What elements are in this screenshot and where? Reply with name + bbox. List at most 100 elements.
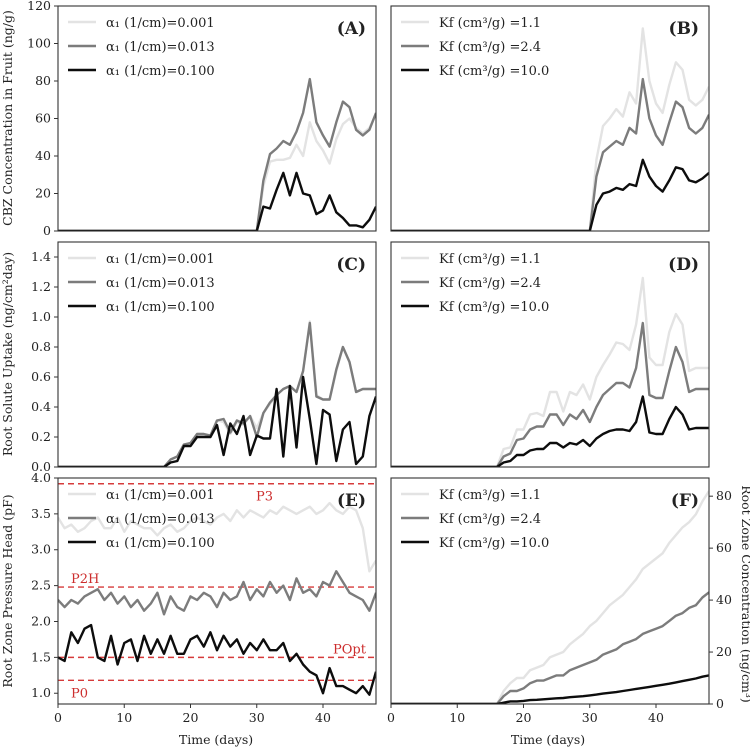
plot-frame [390, 477, 710, 705]
y-tick-label: 1.5 [31, 649, 51, 664]
legend-label-2: α₁ (1/cm)=0.013 [106, 40, 215, 55]
y-tick-label: 80 [35, 73, 51, 88]
x-tick-label: 40 [315, 710, 331, 725]
legend-label-3: Kf (cm³/g) =10.0 [439, 300, 549, 315]
reference-label-popt: POpt [333, 642, 367, 657]
x-label-left: Time (days) [179, 732, 253, 747]
legend-label-2: Kf (cm³/g) =2.4 [439, 512, 541, 527]
y-tick-label: 2.0 [31, 613, 51, 628]
y-tick-label: 20 [35, 186, 51, 201]
y-tick-label: 0.8 [31, 339, 51, 354]
y-tick-label: 3.0 [31, 542, 51, 557]
series-line-2 [391, 591, 709, 704]
y-tick-label: 1.4 [31, 249, 51, 264]
y-label-row3-right: Root Zone Concentration (ng/cm³) [739, 485, 750, 703]
y-tick-label: 0.4 [31, 399, 51, 414]
x-tick-label: 0 [54, 710, 62, 725]
legend-label-2: α₁ (1/cm)=0.013 [106, 512, 215, 527]
panel-c: 0.0 0.2 0.4 0.6 0.8 1.0 1.2 1.4 (C) α₁ (1/cm)=0.0… [31, 241, 377, 474]
y-tick-label: 120 [27, 0, 51, 13]
series-line-2 [58, 570, 376, 616]
legend-label-1: Kf (cm³/g) =1.1 [439, 16, 541, 31]
x-tick-label: 10 [449, 710, 465, 725]
series-line-2 [391, 77, 709, 231]
series-line-3 [58, 375, 376, 467]
panel-d: (D) Kf (cm³/g) =1.1 Kf (cm³/g) =2.4 Kf (cm³… [390, 241, 710, 468]
x-tick-label: 0 [387, 710, 395, 725]
series-line-2 [58, 77, 376, 231]
y-label-row1: CBZ Concentration in Fruit (ng/g) [0, 10, 15, 226]
series-line-3 [391, 395, 709, 467]
y-tick-label: 1.0 [31, 309, 51, 324]
y-tick-label: 1.0 [31, 685, 51, 700]
series-line-2 [391, 321, 709, 467]
x-tick-label: 30 [249, 710, 265, 725]
x-tick-label: 20 [183, 710, 199, 725]
panel-label: (D) [668, 255, 699, 275]
series-line-1 [58, 501, 376, 573]
reference-label-p0: P0 [71, 686, 88, 701]
panel-label: (C) [336, 255, 366, 275]
series-line-1 [391, 27, 709, 231]
reference-label-p3: P3 [256, 490, 273, 505]
x-tick-label: 20 [516, 710, 532, 725]
legend-label-3: Kf (cm³/g) =10.0 [439, 64, 549, 79]
y-tick-label: 60 [716, 540, 732, 555]
plot-frame [57, 477, 377, 705]
series-line-1 [391, 276, 709, 467]
panel-label: (E) [337, 491, 366, 511]
panel-label: (A) [337, 19, 366, 39]
y-tick-label: 40 [35, 148, 51, 163]
x-tick-label: 40 [648, 710, 664, 725]
y-label-row3-left: Root Zone Pressure Head (pF) [0, 494, 15, 687]
panel-e: P3 P2H POpt P0 1.0 1.5 2.0 2.5 3.0 3.5 4.0 0 10 20 30 4… [31, 470, 377, 725]
legend-label-2: α₁ (1/cm)=0.013 [106, 276, 215, 291]
series-line-1 [391, 490, 709, 704]
y-tick-label: 2.5 [31, 578, 51, 593]
plot-frame [390, 241, 710, 468]
legend-label-1: α₁ (1/cm)=0.001 [106, 252, 215, 267]
y-tick-label: 0 [43, 223, 51, 238]
legend-label-3: α₁ (1/cm)=0.100 [106, 300, 215, 315]
panel-a: 0 20 40 60 80 100 120 (A) α₁ (1/cm)=0.001 α₁ (1/c… [27, 0, 377, 238]
x-tick-label: 30 [582, 710, 598, 725]
series-line-3 [58, 171, 376, 231]
y-tick-label: 3.5 [31, 506, 51, 521]
y-tick-label: 0.6 [31, 369, 51, 384]
panel-f: 0 20 40 60 80 0 10 20 30 40 (F) Kf (cm³/g) =1.1 Kf (… [387, 477, 732, 725]
panel-b: (B) Kf (cm³/g) =1.1 Kf (cm³/g) =2.4 Kf (cm³… [390, 5, 710, 232]
legend-label-3: Kf (cm³/g) =10.0 [439, 536, 549, 551]
legend-label-1: Kf (cm³/g) =1.1 [439, 252, 541, 267]
series-line-3 [391, 158, 709, 231]
reference-label-p2h: P2H [71, 572, 99, 587]
y-tick-label: 20 [716, 644, 732, 659]
y-tick-label: 0 [716, 696, 724, 711]
y-tick-label: 0.0 [31, 459, 51, 474]
panel-label: (F) [671, 491, 699, 511]
series-line-2 [58, 321, 376, 467]
y-label-row2: Root Solute Uptake (ng/cm²day) [0, 252, 15, 456]
y-tick-label: 0.2 [31, 429, 51, 444]
legend-label-2: Kf (cm³/g) =2.4 [439, 276, 541, 291]
series-line-3 [58, 623, 376, 696]
plot-frame [390, 5, 710, 232]
panel-label: (B) [669, 19, 699, 39]
y-tick-label: 100 [27, 36, 51, 51]
y-tick-label: 1.2 [31, 279, 51, 294]
y-tick-label: 60 [35, 111, 51, 126]
legend-label-2: Kf (cm³/g) =2.4 [439, 40, 541, 55]
x-tick-label: 10 [116, 710, 132, 725]
x-label-right: Time (days) [511, 732, 585, 747]
plot-frame [57, 241, 377, 468]
y-tick-label: 4.0 [31, 470, 51, 485]
y-tick-label: 80 [716, 488, 732, 503]
y-tick-label: 40 [716, 592, 732, 607]
legend-label-3: α₁ (1/cm)=0.100 [106, 64, 215, 79]
legend-label-3: α₁ (1/cm)=0.100 [106, 536, 215, 551]
legend-label-1: α₁ (1/cm)=0.001 [106, 16, 215, 31]
legend-label-1: α₁ (1/cm)=0.001 [106, 488, 215, 503]
series-line-1 [58, 320, 376, 467]
legend-label-1: Kf (cm³/g) =1.1 [439, 488, 541, 503]
